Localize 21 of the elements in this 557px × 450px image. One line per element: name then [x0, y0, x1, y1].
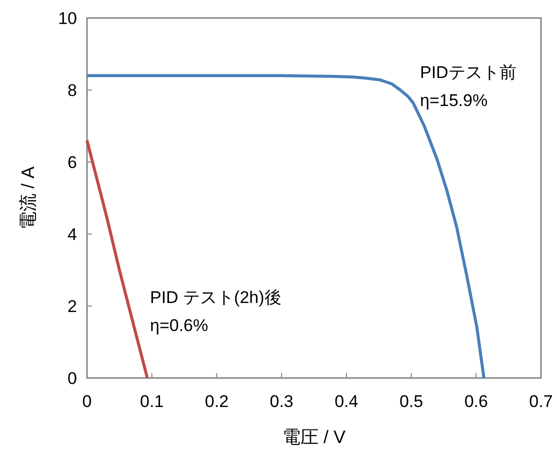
x-axis-title: 電圧 / V [282, 427, 346, 447]
x-tick-label: 0.6 [464, 392, 488, 411]
y-axis-title: 電流 / A [18, 166, 38, 230]
x-tick-label: 0 [82, 392, 92, 411]
x-tick-label: 0.1 [140, 392, 164, 411]
x-tick-label: 0.3 [270, 392, 294, 411]
x-tick-label: 0.4 [334, 392, 358, 411]
series-label: PID テスト(2h)後 [150, 288, 282, 307]
x-tick-label: 0.7 [529, 392, 553, 411]
y-tick-label: 6 [68, 153, 77, 172]
x-tick-label: 0.5 [399, 392, 424, 411]
y-tick-label: 0 [68, 369, 77, 388]
line-series [86, 138, 149, 380]
annotation: η=15.9% [420, 91, 488, 110]
series-label: PIDテスト前 [420, 63, 516, 82]
y-tick-label: 2 [68, 297, 77, 316]
x-tick-label: 0.2 [204, 392, 229, 411]
y-tick-label: 8 [68, 81, 77, 100]
y-tick-label: 4 [68, 225, 77, 244]
y-tick-label: 10 [58, 9, 77, 28]
annotation: η=0.6% [150, 316, 208, 335]
